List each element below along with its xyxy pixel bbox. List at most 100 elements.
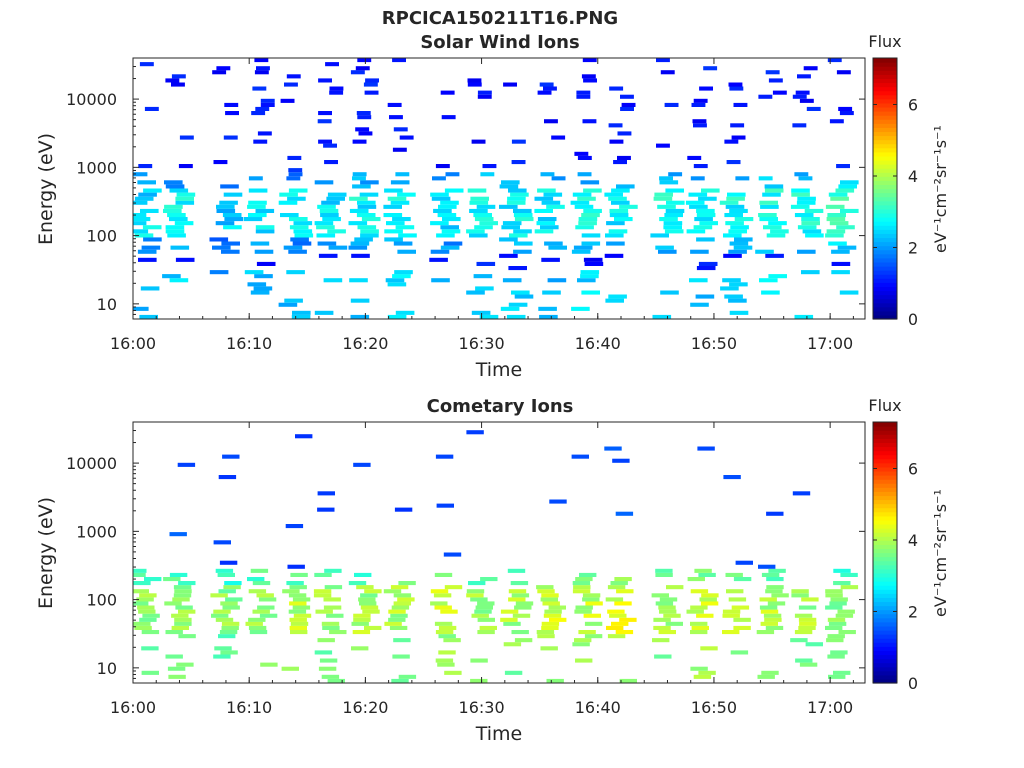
flux-cell xyxy=(438,634,456,639)
flux-cell xyxy=(474,225,493,230)
flux-cell xyxy=(431,278,450,283)
flux-cell xyxy=(795,658,813,663)
flux-cell xyxy=(348,581,367,586)
flux-cell xyxy=(324,160,338,165)
flux-cell xyxy=(659,609,677,614)
flux-cell xyxy=(507,568,526,573)
flux-cell xyxy=(318,78,332,83)
flux-cell xyxy=(384,188,403,193)
flux-cell xyxy=(791,593,809,598)
flux-cell xyxy=(220,601,238,606)
flux-cell xyxy=(690,605,708,610)
flux-cell xyxy=(766,585,784,590)
flux-cell xyxy=(799,621,817,626)
flux-cell xyxy=(257,131,272,136)
flux-cell xyxy=(388,617,406,622)
flux-cell xyxy=(687,155,702,160)
flux-cell xyxy=(666,585,684,590)
flux-cell xyxy=(397,597,415,602)
flux-cell xyxy=(608,294,627,299)
colorbar-step xyxy=(873,442,897,448)
colorbar-step xyxy=(873,106,897,112)
flux-cell xyxy=(327,229,346,234)
flux-cell xyxy=(213,160,228,165)
flux-cell xyxy=(282,589,300,594)
flux-cell xyxy=(359,192,379,197)
flux-cell xyxy=(828,621,847,626)
flux-cell xyxy=(255,229,275,234)
flux-cell xyxy=(697,446,715,451)
flux-cell xyxy=(470,678,488,683)
flux-cell xyxy=(321,674,340,679)
flux-cell xyxy=(514,638,533,643)
flux-cell xyxy=(511,160,526,165)
flux-cell xyxy=(758,213,777,218)
flux-cell xyxy=(171,82,185,87)
flux-cell xyxy=(357,58,372,63)
flux-cell xyxy=(141,245,161,250)
flux-cell xyxy=(665,188,684,193)
flux-cell xyxy=(165,654,183,659)
flux-cell xyxy=(542,601,560,606)
flux-cell xyxy=(686,229,706,234)
flux-cell xyxy=(731,605,750,610)
flux-cell xyxy=(437,662,455,667)
flux-cell xyxy=(499,253,518,258)
flux-cell xyxy=(163,577,181,582)
flux-cell xyxy=(839,290,859,295)
flux-cell xyxy=(294,233,314,238)
colorbar-step xyxy=(873,270,897,275)
flux-cell xyxy=(317,491,335,496)
flux-cell xyxy=(174,589,192,594)
flux-cell xyxy=(578,630,596,635)
flux-cell xyxy=(546,678,564,683)
flux-cell xyxy=(761,670,779,675)
flux-cell xyxy=(387,102,402,107)
flux-cell xyxy=(825,605,843,610)
flux-cell xyxy=(825,625,843,630)
flux-cell xyxy=(435,454,454,459)
flux-cell xyxy=(574,204,594,209)
colorbar-step xyxy=(873,499,897,505)
flux-cell xyxy=(792,123,807,128)
flux-cell xyxy=(694,568,712,573)
x-tick-label: 16:50 xyxy=(691,698,737,717)
flux-cell xyxy=(735,560,753,565)
flux-cell xyxy=(651,593,669,598)
flux-cell xyxy=(430,192,449,197)
flux-cell xyxy=(316,233,336,238)
x-tick-label: 16:00 xyxy=(110,334,156,353)
flux-cell xyxy=(537,188,556,193)
flux-cell xyxy=(223,192,243,197)
flux-cell xyxy=(466,593,484,598)
flux-cell xyxy=(577,172,592,177)
colorbar-step xyxy=(873,241,897,247)
colorbar-tick-label: 6 xyxy=(908,95,918,114)
flux-cell xyxy=(840,572,858,577)
flux-cell xyxy=(349,208,369,213)
colorbar-step xyxy=(873,605,897,611)
flux-cell xyxy=(259,613,278,618)
flux-cell xyxy=(768,274,787,279)
flux-cell xyxy=(798,617,817,622)
flux-cell xyxy=(360,233,379,238)
flux-cell xyxy=(436,233,455,238)
flux-cell xyxy=(252,86,267,91)
flux-cell xyxy=(693,225,713,230)
y-axis-label: Energy (eV) xyxy=(35,497,57,609)
flux-cell xyxy=(139,617,157,622)
flux-cell xyxy=(500,617,518,622)
flux-cell xyxy=(327,192,347,197)
flux-cell xyxy=(398,581,416,586)
flux-cell xyxy=(243,217,263,222)
flux-cell xyxy=(794,314,814,319)
flux-cell xyxy=(577,278,596,283)
flux-cell xyxy=(474,217,494,222)
flux-cell xyxy=(353,462,371,467)
flux-cell xyxy=(213,609,231,614)
flux-cell xyxy=(499,204,518,209)
flux-cell xyxy=(313,593,332,598)
flux-cell xyxy=(165,184,185,189)
flux-cell xyxy=(503,621,521,626)
flux-cell xyxy=(544,119,558,124)
